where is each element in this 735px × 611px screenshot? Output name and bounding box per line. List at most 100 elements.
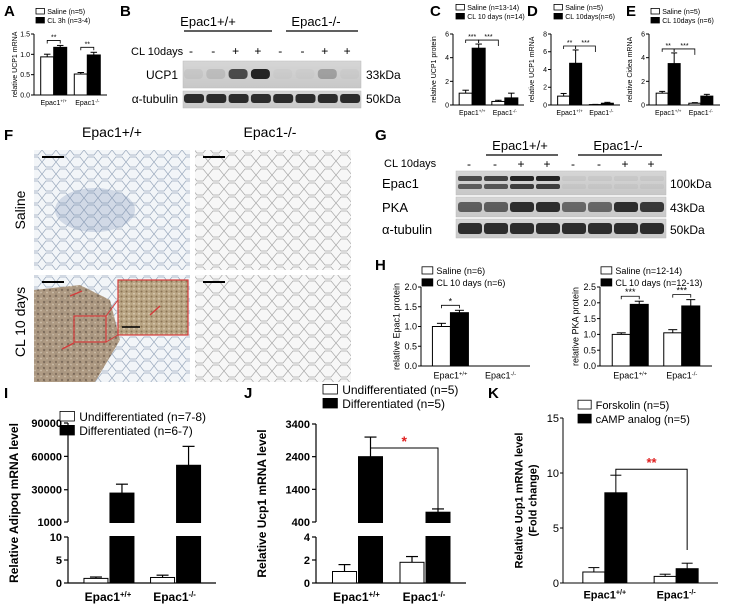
x-tick-label-H-right-1: Epac1-/- xyxy=(666,371,697,381)
blot-g-pka-band-2 xyxy=(510,202,534,212)
blot-g: Epac1+/+ Epac1-/- CL 10days - - + + - - + + Epa… xyxy=(382,138,712,239)
blot-g-epac1-band-b-3 xyxy=(536,184,560,189)
bar-D-1-1 xyxy=(600,102,614,106)
y-tick-label-K-2: 10 xyxy=(547,468,559,480)
blot-g-lane-sign-7: + xyxy=(647,157,654,171)
chart-d: 0 2 4 6 8 relative UCP1 mRNA Epac1+/+ Epac1-/- S… xyxy=(529,4,620,117)
bar-A-0-0 xyxy=(40,56,55,96)
blot-b-tubulin-band-5 xyxy=(295,94,316,103)
y-tick-label-A-2: 1.0 xyxy=(20,52,30,59)
blot-b-lane-sign-1: - xyxy=(211,44,215,58)
blot-b-ucp1-band-7 xyxy=(340,69,359,79)
legend-label-D-1: CL 10days(n=6) xyxy=(565,14,615,21)
y-tick-label-K-0: 0 xyxy=(553,578,559,590)
legend-swatch-D-0 xyxy=(553,4,563,11)
y-tick-label-D-4: 8 xyxy=(543,31,547,38)
panel-letter-j: J xyxy=(244,385,252,402)
y-tick-label-H-right-1: 0.5 xyxy=(583,345,596,355)
y-tick-label-J-0-0: 0 xyxy=(304,578,310,590)
sig-star-C-0: *** xyxy=(468,34,476,41)
bar-C-0-1 xyxy=(491,100,506,106)
y-tick-label-H-right-0: 0.0 xyxy=(583,361,596,371)
legend-label-E-1: CL 10days (n=6) xyxy=(662,18,714,25)
blot-g-epac1-band-a-7 xyxy=(640,176,664,181)
blot-b-ucp1-label: UCP1 xyxy=(146,68,178,82)
blot-b-lane-sign-6: + xyxy=(321,44,328,58)
sig-bracket-E-1 xyxy=(673,48,696,55)
legend-label-I-1: Differentiated (n=6-7) xyxy=(79,424,193,438)
blot-b-tubulin-band-0 xyxy=(184,94,204,103)
sig-star-H-right-1: *** xyxy=(677,286,688,296)
legend-label-H-right-0: Saline (n=12-14) xyxy=(615,266,682,276)
bar-I-1-0 xyxy=(109,492,135,584)
y-tick-label-H-right-2: 1.0 xyxy=(583,330,596,340)
y-axis-label-H-right: relative PKA protein xyxy=(570,287,580,366)
y-tick-label-E-0: 0 xyxy=(641,102,645,109)
bar-D-0-0 xyxy=(557,95,571,106)
legend-swatch-A-1 xyxy=(35,16,45,24)
y-tick-label-H-left-3: 1.5 xyxy=(404,302,417,312)
bar-K-1-1 xyxy=(675,568,699,584)
sig-bracket-A-1 xyxy=(80,46,95,51)
sig-bracket-H-right-1 xyxy=(672,294,692,298)
blot-g-tubulin-label: α-tubulin xyxy=(382,222,432,237)
sig-star-E-0: ** xyxy=(665,43,671,50)
legend-swatch-K-1 xyxy=(577,413,592,424)
panel-letter-g: G xyxy=(375,127,387,144)
y-tick-label-H-right-4: 2.0 xyxy=(583,298,596,308)
sig-bracket-D-1 xyxy=(575,45,596,52)
panel-letter-k: K xyxy=(488,385,499,402)
y-tick-label-J-1-0: 400 xyxy=(292,517,310,529)
y-tick-label-I-1-3: 90000 xyxy=(31,418,62,430)
bar-J-1-0 xyxy=(358,456,383,584)
legend-swatch-H-right-1 xyxy=(600,278,613,287)
x-tick-label-I-1: Epac1-/- xyxy=(153,590,196,604)
histology-row-saline: Saline xyxy=(12,190,28,229)
blot-g-epac1-band-b-7 xyxy=(640,184,664,189)
legend-swatch-D-1 xyxy=(553,12,563,20)
bar-K-0-1 xyxy=(653,575,677,584)
panel-letter-h: H xyxy=(375,257,386,274)
y-tick-label-I-0-0: 0 xyxy=(56,578,62,590)
x-tick-label-J-1: Epac1-/- xyxy=(403,590,446,604)
bar-K-1-0 xyxy=(604,492,628,584)
blot-g-tubulin-band-2 xyxy=(510,223,534,234)
blot-b-lane-sign-7: + xyxy=(344,44,351,58)
blot-g-lane-sign-5: - xyxy=(597,157,601,171)
blot-b-size-50: 50kDa xyxy=(366,92,401,106)
legend-swatch-E-0 xyxy=(650,7,660,15)
histology-f: Epac1+/+ Epac1-/- Saline CL 10 days xyxy=(12,124,351,382)
sig-bracket-C-1 xyxy=(478,39,499,47)
bar-A-1-0 xyxy=(53,46,68,96)
bar-E-1-0 xyxy=(667,63,681,106)
y-tick-label-J-1-2: 2400 xyxy=(286,452,310,464)
blot-g-tubulin-band-0 xyxy=(458,223,482,234)
sig-star-A-0: ** xyxy=(51,34,57,41)
bar-A-1-1 xyxy=(86,54,101,96)
y-tick-label-D-3: 6 xyxy=(543,49,547,56)
x-tick-label-H-left-0: Epac1+/+ xyxy=(433,371,468,381)
break-gap-J-1-0 xyxy=(425,523,451,536)
blot-b-genotype-wt: Epac1+/+ xyxy=(180,14,236,29)
y-tick-label-I-0-1: 5 xyxy=(56,555,62,567)
blot-g-tubulin-band-6 xyxy=(614,223,638,234)
x-tick-label-J-0: Epac1+/+ xyxy=(333,590,380,604)
x-tick-label-I-0: Epac1+/+ xyxy=(85,590,132,604)
blot-b-tubulin-band-7 xyxy=(340,94,361,103)
blot-g-tubulin-band-3 xyxy=(536,223,560,234)
panel-letter-d: D xyxy=(527,3,538,20)
blot-g-lane-sign-1: - xyxy=(493,157,497,171)
sig-star-D-1: *** xyxy=(581,40,589,47)
y-axis-label-K: Relative Ucp1 mRNA level xyxy=(513,433,525,569)
y-axis-label-C: relative UCP1 protein xyxy=(431,36,438,103)
blot-b-lane-sign-3: + xyxy=(254,44,261,58)
y-tick-label-A-0: 0.0 xyxy=(20,92,30,99)
y-axis-label-E: relative Cidea mRNA xyxy=(627,36,634,102)
y-tick-label-D-2: 4 xyxy=(543,67,547,74)
legend-label-A-0: Saline (n=5) xyxy=(47,9,85,16)
y-tick-label-I-0-2: 10 xyxy=(50,532,62,544)
y-tick-label-J-1-3: 3400 xyxy=(286,419,310,431)
bar-E-1-1 xyxy=(700,95,714,106)
